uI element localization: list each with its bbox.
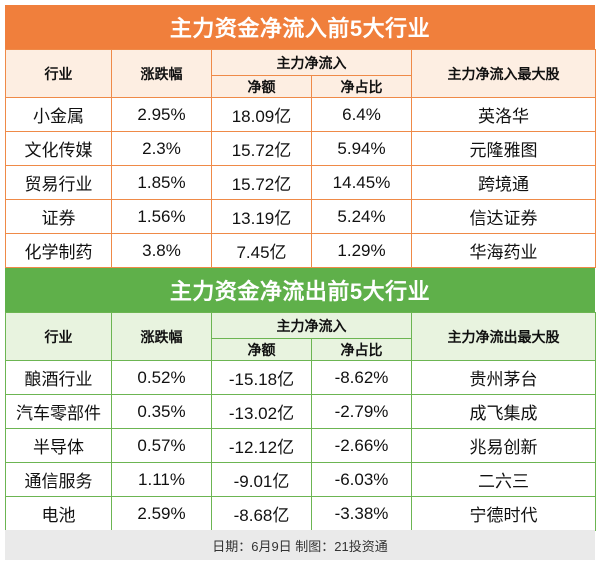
- cell-ratio: 1.29%: [311, 233, 412, 268]
- col-header-main-net: 主力净流入: [211, 312, 412, 339]
- cell-change: 2.59%: [111, 496, 212, 531]
- cell-amount: 7.45亿: [211, 233, 312, 268]
- cell-ratio: 5.94%: [311, 131, 412, 166]
- cell-change: 1.56%: [111, 199, 212, 234]
- cell-amount: -8.68亿: [211, 496, 312, 531]
- cell-amount: 15.72亿: [211, 131, 312, 166]
- cell-stock: 兆易创新: [411, 428, 596, 463]
- col-header-change: 涨跌幅: [111, 49, 212, 98]
- cell-stock: 成飞集成: [411, 394, 596, 429]
- outflow-table: 行业 涨跌幅 主力净流入 主力净流出最大股 净额 净占比 酿酒行业 0.52% …: [5, 312, 596, 531]
- outflow-subheader-row: 净额 净占比: [6, 338, 596, 361]
- cell-amount: -15.18亿: [211, 360, 312, 395]
- col-header-top-stock: 主力净流出最大股: [411, 312, 596, 361]
- cell-amount: 13.19亿: [211, 199, 312, 234]
- table-row: 通信服务 1.11% -9.01亿 -6.03% 二六三: [5, 462, 596, 497]
- cell-stock: 跨境通: [411, 165, 596, 200]
- cell-industry: 通信服务: [5, 462, 112, 497]
- cell-change: 1.11%: [111, 462, 212, 497]
- table-row: 半导体 0.57% -12.12亿 -2.66% 兆易创新: [5, 428, 596, 463]
- cell-industry: 证券: [5, 199, 112, 234]
- cell-industry: 汽车零部件: [5, 394, 112, 429]
- cell-stock: 信达证券: [411, 199, 596, 234]
- col-header-main-net: 主力净流入: [211, 49, 412, 76]
- col-header-change: 涨跌幅: [111, 312, 212, 361]
- table-row: 化学制药 3.8% 7.45亿 1.29% 华海药业: [5, 233, 596, 268]
- cell-stock: 英洛华: [411, 97, 596, 132]
- cell-change: 2.3%: [111, 131, 212, 166]
- cell-stock: 宁德时代: [411, 496, 596, 531]
- cell-change: 0.57%: [111, 428, 212, 463]
- cell-stock: 二六三: [411, 462, 596, 497]
- cell-ratio: 5.24%: [311, 199, 412, 234]
- table-row: 小金属 2.95% 18.09亿 6.4% 英洛华: [5, 97, 596, 132]
- cell-industry: 文化传媒: [5, 131, 112, 166]
- cell-amount: -12.12亿: [211, 428, 312, 463]
- col-header-net-ratio: 净占比: [311, 75, 412, 98]
- cell-industry: 酿酒行业: [5, 360, 112, 395]
- cell-industry: 小金属: [5, 97, 112, 132]
- infographic: 主力资金净流入前5大行业 行业 涨跌幅 主力净流入 主力净流入最大股 净额 净占…: [5, 5, 596, 531]
- cell-ratio: -6.03%: [311, 462, 412, 497]
- col-header-industry: 行业: [5, 49, 112, 98]
- table-row: 酿酒行业 0.52% -15.18亿 -8.62% 贵州茅台: [5, 360, 596, 395]
- outflow-header-row: 行业 涨跌幅 主力净流入 主力净流出最大股: [5, 312, 596, 361]
- cell-industry: 贸易行业: [5, 165, 112, 200]
- inflow-table: 行业 涨跌幅 主力净流入 主力净流入最大股 净额 净占比 小金属 2.95% 1…: [5, 49, 596, 268]
- outflow-title: 主力资金净流出前5大行业: [5, 268, 595, 312]
- inflow-subheader-row: 净额 净占比: [6, 75, 596, 98]
- table-row: 贸易行业 1.85% 15.72亿 14.45% 跨境通: [5, 165, 596, 200]
- cell-stock: 贵州茅台: [411, 360, 596, 395]
- col-header-net-amount: 净额: [211, 75, 312, 98]
- col-header-industry: 行业: [5, 312, 112, 361]
- cell-industry: 电池: [5, 496, 112, 531]
- cell-change: 0.35%: [111, 394, 212, 429]
- col-header-net-ratio: 净占比: [311, 338, 412, 361]
- table-row: 文化传媒 2.3% 15.72亿 5.94% 元隆雅图: [5, 131, 596, 166]
- cell-ratio: 6.4%: [311, 97, 412, 132]
- cell-change: 2.95%: [111, 97, 212, 132]
- inflow-title: 主力资金净流入前5大行业: [5, 5, 595, 49]
- footer-caption: 日期：6月9日 制图：21投资通: [5, 530, 595, 560]
- col-header-net-amount: 净额: [211, 338, 312, 361]
- table-row: 证券 1.56% 13.19亿 5.24% 信达证券: [5, 199, 596, 234]
- cell-change: 3.8%: [111, 233, 212, 268]
- cell-amount: 15.72亿: [211, 165, 312, 200]
- cell-amount: 18.09亿: [211, 97, 312, 132]
- table-row: 汽车零部件 0.35% -13.02亿 -2.79% 成飞集成: [5, 394, 596, 429]
- cell-ratio: -3.38%: [311, 496, 412, 531]
- inflow-header-row: 行业 涨跌幅 主力净流入 主力净流入最大股: [5, 49, 596, 98]
- cell-amount: -9.01亿: [211, 462, 312, 497]
- cell-stock: 元隆雅图: [411, 131, 596, 166]
- cell-ratio: -2.66%: [311, 428, 412, 463]
- cell-change: 1.85%: [111, 165, 212, 200]
- cell-change: 0.52%: [111, 360, 212, 395]
- cell-ratio: -8.62%: [311, 360, 412, 395]
- cell-stock: 华海药业: [411, 233, 596, 268]
- cell-amount: -13.02亿: [211, 394, 312, 429]
- cell-industry: 半导体: [5, 428, 112, 463]
- table-row: 电池 2.59% -8.68亿 -3.38% 宁德时代: [5, 496, 596, 531]
- col-header-top-stock: 主力净流入最大股: [411, 49, 596, 98]
- cell-ratio: -2.79%: [311, 394, 412, 429]
- cell-industry: 化学制药: [5, 233, 112, 268]
- cell-ratio: 14.45%: [311, 165, 412, 200]
